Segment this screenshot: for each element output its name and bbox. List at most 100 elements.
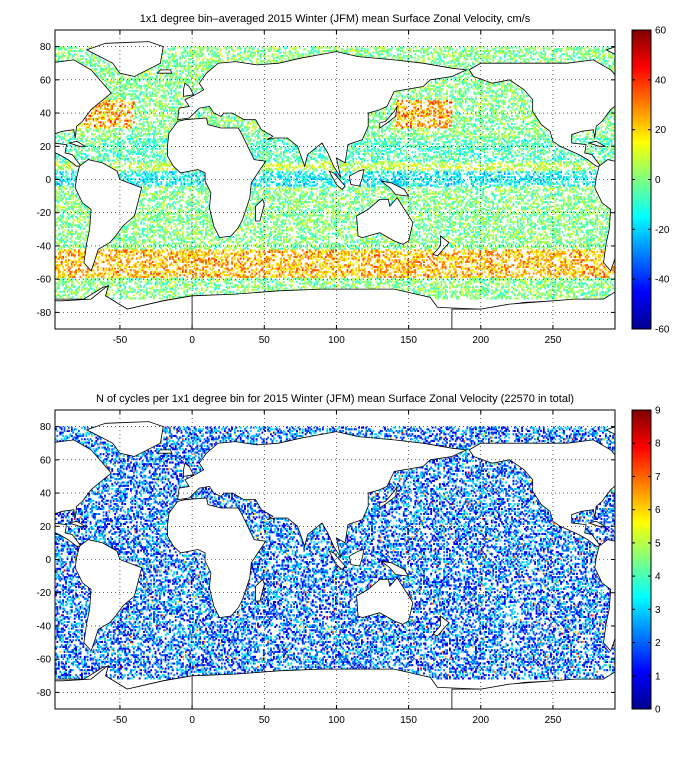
- data-cell: [192, 282, 194, 285]
- data-cell: [179, 250, 181, 253]
- data-cell: [209, 267, 212, 270]
- data-cell: [329, 262, 332, 265]
- data-cell: [137, 270, 140, 273]
- data-cell: [493, 277, 496, 280]
- data-cell: [570, 252, 573, 255]
- data-cell: [222, 259, 225, 262]
- data-cell: [490, 269, 493, 272]
- data-cell: [72, 285, 75, 288]
- data-cell: [412, 249, 415, 252]
- data-cell: [424, 272, 427, 275]
- data-cell: [287, 277, 290, 280]
- data-cell: [477, 294, 480, 297]
- data-cell: [197, 245, 200, 248]
- data-cell: [487, 289, 490, 292]
- data-cell: [483, 290, 486, 293]
- data-cell: [513, 284, 516, 287]
- data-cell: [294, 260, 297, 263]
- data-cell: [573, 272, 575, 275]
- data-cell: [487, 254, 490, 257]
- data-cell: [311, 245, 314, 248]
- data-cell: [392, 267, 395, 270]
- data-cell: [82, 294, 85, 297]
- data-cell: [551, 295, 554, 298]
- data-cell: [538, 287, 541, 290]
- data-cell: [137, 244, 140, 247]
- data-cell: [96, 252, 99, 255]
- data-cell: [182, 250, 184, 253]
- data-cell: [119, 279, 122, 282]
- data-cell: [327, 282, 330, 285]
- data-cell: [177, 257, 180, 260]
- data-cell: [63, 245, 66, 248]
- data-cell: [529, 279, 532, 282]
- data-cell: [161, 262, 164, 265]
- data-cell: [599, 284, 601, 287]
- data-cell: [599, 285, 601, 288]
- data-cell: [362, 269, 365, 272]
- data-cell: [444, 290, 447, 293]
- data-cell: [193, 264, 196, 267]
- data-cell: [479, 279, 482, 282]
- data-cell: [225, 282, 228, 285]
- data-cell: [443, 262, 446, 265]
- data-cell: [317, 274, 320, 277]
- data-cell: [66, 264, 69, 267]
- data-cell: [460, 290, 463, 293]
- data-cell: [233, 254, 236, 257]
- data-cell: [254, 289, 257, 292]
- data-cell: [404, 284, 407, 287]
- data-cell: [124, 249, 127, 252]
- data-cell: [78, 285, 80, 288]
- data-cell: [231, 285, 233, 288]
- data-cell: [453, 269, 456, 272]
- data-cell: [117, 264, 119, 267]
- data-cell: [170, 287, 173, 290]
- data-cell: [412, 269, 415, 272]
- data-cell: [320, 274, 323, 277]
- data-cell: [215, 272, 218, 275]
- data-cell: [539, 264, 542, 267]
- data-cell: [369, 274, 372, 277]
- data-cell: [392, 282, 395, 285]
- data-cell: [86, 282, 89, 285]
- data-cell: [506, 267, 509, 270]
- data-cell: [437, 289, 440, 292]
- data-cell: [255, 269, 258, 272]
- data-cell: [464, 267, 467, 270]
- data-cell: [158, 262, 161, 265]
- data-cell: [542, 264, 545, 267]
- data-cell: [466, 285, 469, 288]
- data-cell: [229, 272, 232, 275]
- data-cell: [587, 272, 590, 275]
- data-cell: [229, 290, 232, 293]
- data-cell: [323, 260, 326, 263]
- data-cell: [196, 259, 199, 262]
- data-cell: [371, 287, 373, 290]
- data-cell: [412, 260, 415, 263]
- data-cell: [254, 255, 257, 258]
- data-cell: [360, 272, 363, 275]
- data-cell: [460, 267, 463, 270]
- data-cell: [92, 277, 95, 280]
- data-cell: [591, 290, 594, 293]
- data-cell: [594, 282, 597, 285]
- data-cell: [176, 250, 179, 253]
- data-cell: [301, 282, 304, 285]
- data-cell: [480, 257, 483, 260]
- data-cell: [213, 257, 216, 260]
- data-cell: [108, 247, 111, 250]
- data-cell: [541, 252, 544, 255]
- data-cell: [496, 257, 499, 260]
- data-cell: [307, 279, 310, 282]
- data-cell: [594, 259, 597, 262]
- data-cell: [472, 265, 474, 268]
- data-cell: [93, 282, 96, 285]
- data-cell: [473, 297, 476, 300]
- data-cell: [63, 274, 66, 277]
- data-cell: [457, 262, 460, 265]
- data-cell: [477, 274, 480, 277]
- data-cell: [199, 272, 202, 275]
- data-cell: [412, 252, 415, 255]
- data-cell: [124, 250, 127, 253]
